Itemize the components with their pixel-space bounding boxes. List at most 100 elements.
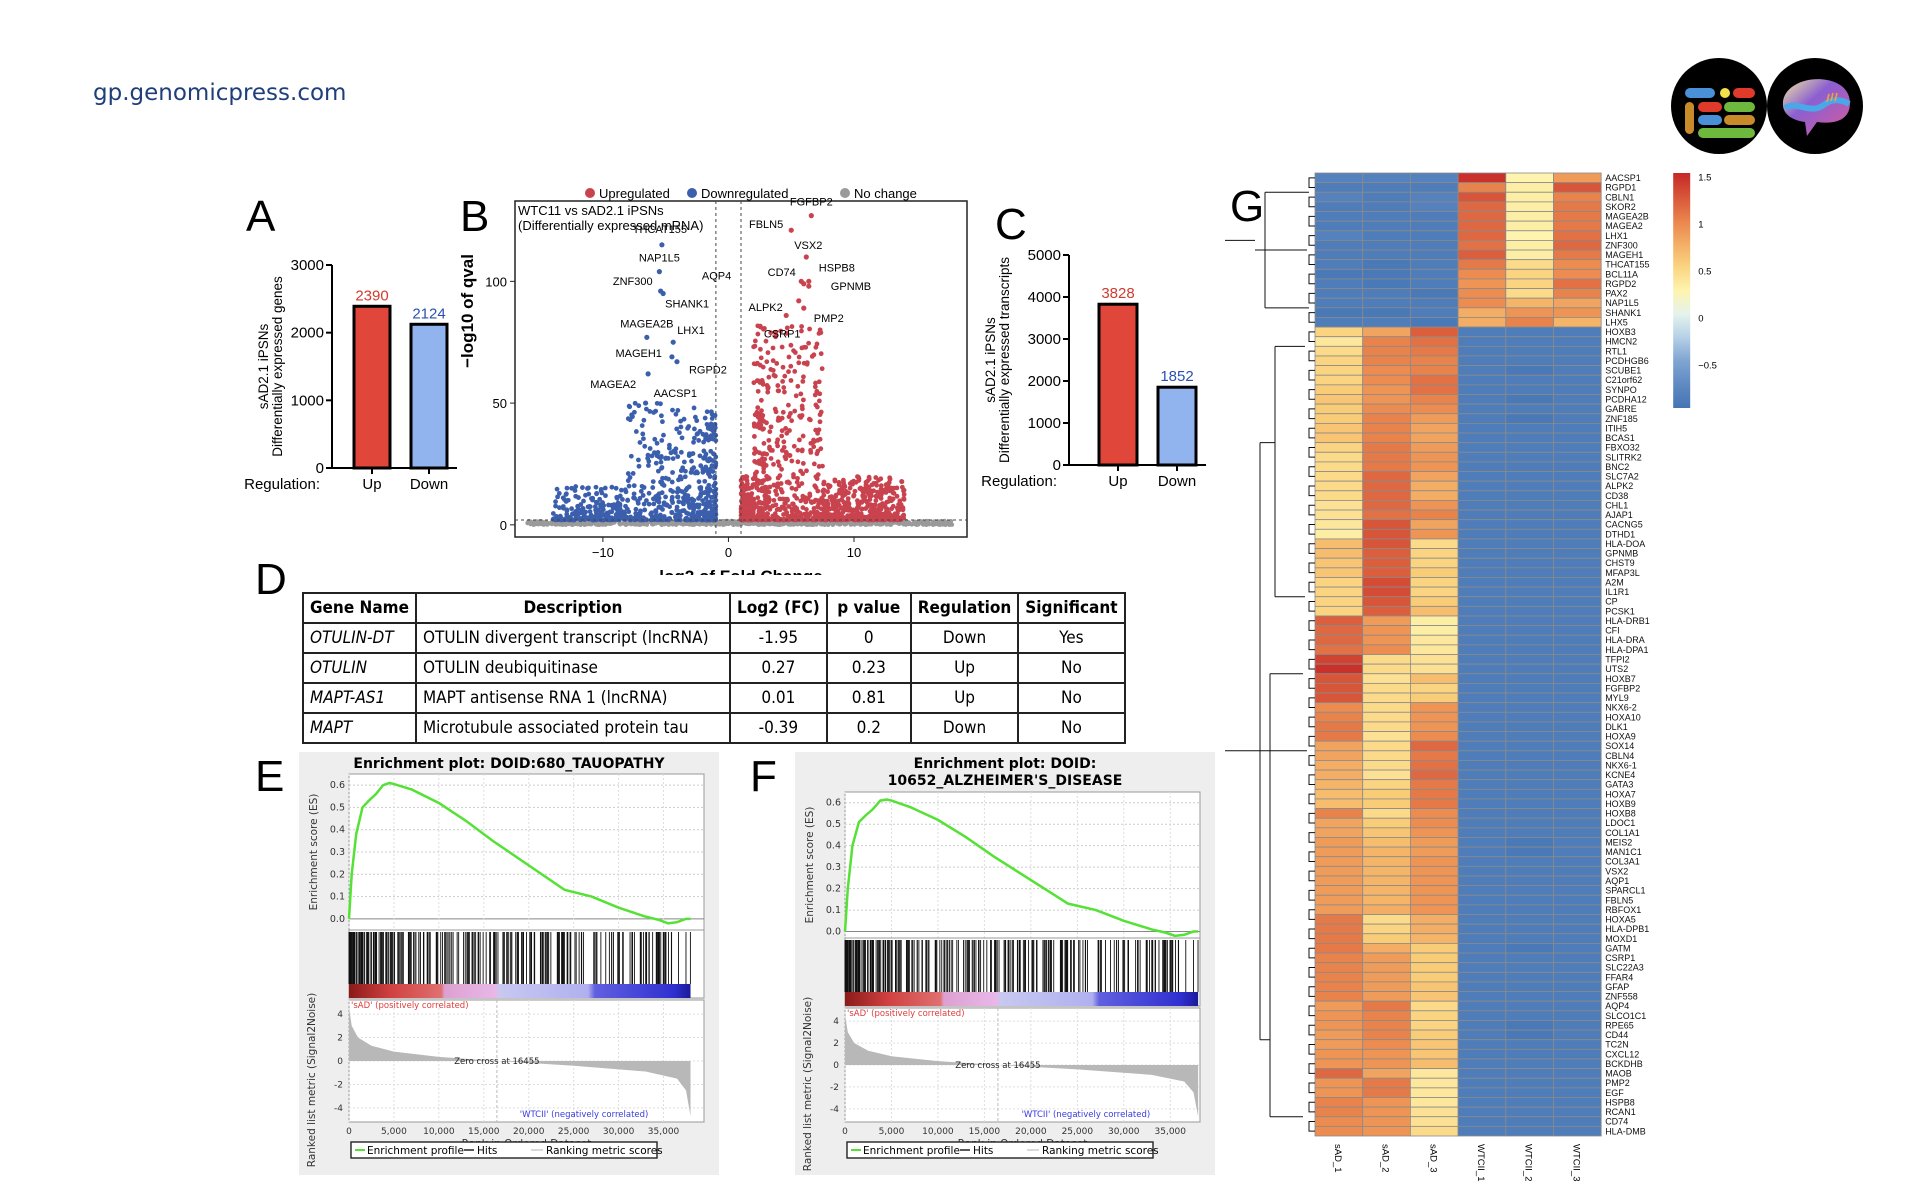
heatmap-cell [1314, 500, 1364, 511]
point-up [762, 489, 768, 494]
heatmap-cell [1553, 374, 1602, 386]
point-up [776, 463, 782, 468]
point-up [783, 426, 789, 431]
point-up [750, 509, 756, 515]
dendrogram-leaf [1308, 870, 1315, 882]
point-up [759, 480, 765, 486]
heatmap-cell [1553, 962, 1602, 973]
point-nochange [949, 522, 955, 527]
point-down [642, 507, 648, 513]
dendrogram-leaf [1308, 1044, 1315, 1055]
point-down [712, 421, 718, 427]
heatmap-cell [1314, 528, 1364, 540]
point-up [765, 350, 771, 356]
point-up [813, 380, 818, 386]
point-down [553, 499, 558, 505]
site-url[interactable]: gp.genomicpress.com [93, 80, 347, 106]
point-down [698, 463, 704, 469]
point-up [883, 512, 888, 517]
point-down [713, 503, 719, 509]
point-down [671, 448, 676, 454]
row-label: BCAS1 [1605, 433, 1635, 443]
point-up [818, 330, 824, 336]
row-label: AQP1 [1605, 876, 1629, 886]
heatmap-cell [1505, 278, 1554, 289]
point-down [709, 507, 715, 513]
heatmap-cell [1505, 875, 1554, 887]
row-label: SYNPO [1605, 385, 1637, 395]
heatmap-cell [1314, 1068, 1364, 1079]
point-down [641, 436, 646, 442]
point-up [901, 492, 907, 497]
point-down [708, 448, 714, 454]
point-up [798, 391, 804, 397]
row-label: RTL1 [1605, 346, 1627, 356]
point-down [601, 503, 607, 508]
dendrogram-branch [1259, 442, 1275, 1041]
point-up [788, 363, 794, 369]
heatmap-cell [1409, 1068, 1459, 1079]
dendrogram-leaf [1308, 658, 1315, 670]
heatmap-cell [1457, 894, 1507, 906]
labeled-point [642, 400, 649, 406]
point-down [666, 445, 672, 451]
point-nochange [795, 521, 800, 527]
dendrogram [1225, 177, 1315, 1132]
gene-label: CD74 [768, 267, 796, 279]
point-down [658, 413, 664, 419]
heatmap-cell [1457, 885, 1507, 896]
point-down [635, 498, 641, 504]
point-up [789, 324, 795, 329]
heatmap-cell [1553, 471, 1602, 482]
heatmap-cell [1409, 1106, 1459, 1118]
heatmap-cell [1362, 731, 1411, 742]
point-down [573, 484, 579, 489]
column-label: sAD_2 [1380, 1144, 1391, 1173]
heatmap-cell [1553, 1029, 1602, 1041]
heatmap-cell [1409, 1029, 1459, 1041]
point-up [791, 443, 797, 449]
heatmap-cell [1457, 490, 1507, 501]
point-down [646, 463, 651, 468]
point-down [675, 407, 681, 413]
heatmap-cell [1553, 615, 1602, 627]
point-up [775, 383, 781, 388]
point-nochange [716, 520, 722, 526]
point-up [752, 446, 758, 452]
point-down [707, 456, 713, 462]
point-up [835, 517, 841, 523]
heatmap-cell [1409, 943, 1459, 954]
point-down [701, 439, 707, 445]
point-down [681, 459, 687, 465]
dendrogram-leaf [1308, 543, 1315, 554]
panel-label-g: G [1230, 182, 1265, 231]
heatmap-cell [1457, 943, 1507, 954]
heatmap-cell [1409, 837, 1459, 848]
heatmap-cell [1457, 605, 1507, 617]
x-tick-label: 10,000 [922, 1127, 954, 1137]
point-up [759, 378, 765, 383]
row-label: FGFBP2 [1605, 683, 1640, 693]
point-up [799, 324, 805, 329]
heatmap-cell [1409, 760, 1459, 771]
table-row: OTULIN OTULIN deubiquitinase 0.27 0.23 U… [302, 652, 1126, 684]
heatmap-cell [1505, 625, 1554, 636]
point-up [901, 515, 907, 521]
heatmap-cell [1409, 586, 1459, 598]
row-label: HOXA7 [1605, 789, 1636, 799]
es-tick-label: 0.0 [330, 914, 345, 925]
heatmap-cell [1553, 904, 1602, 915]
heatmap-cell [1409, 721, 1459, 732]
point-up [850, 507, 856, 513]
dendrogram-leaf [1308, 620, 1315, 631]
point-down [653, 508, 659, 514]
heatmap-cell [1409, 798, 1459, 809]
dendrogram-leaf [1308, 389, 1315, 400]
heatmap-cell [1457, 663, 1507, 675]
heatmap-cell [1314, 307, 1364, 318]
point-up [811, 444, 817, 450]
heatmap-cell [1362, 567, 1411, 578]
heatmap-cell [1362, 615, 1411, 627]
heatmap-cell [1553, 817, 1602, 829]
heatmap-cell [1362, 923, 1411, 935]
